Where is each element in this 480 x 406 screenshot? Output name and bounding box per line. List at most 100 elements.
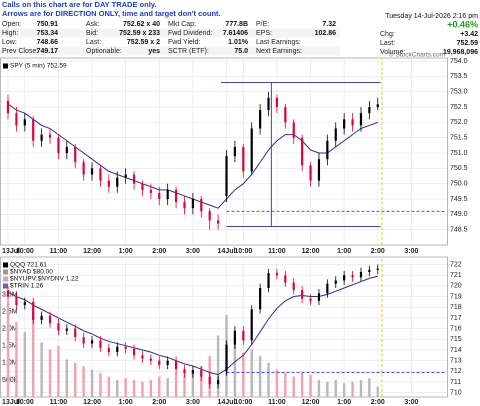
quote-value: 19,968,096: [443, 49, 478, 56]
volume-bar: [124, 378, 127, 397]
quote-label: Mkt Cap:: [168, 21, 196, 28]
candle-body: [309, 298, 312, 301]
quote-label: Low:: [2, 39, 17, 46]
volume-bar: [40, 342, 43, 397]
y-tick-label: 752.0: [450, 119, 468, 126]
note: Calls on this chart are for DAY TRADE on…: [2, 0, 156, 9]
candle-body: [376, 104, 379, 108]
candle-body: [267, 97, 270, 111]
y-tick-label: 748.5: [450, 227, 468, 234]
y-tick-label: 751.5: [450, 135, 468, 142]
candle-body: [368, 107, 371, 114]
quote-value: 752.62 x 40: [123, 21, 160, 28]
x-tick-label: 13Jul: [2, 248, 20, 255]
volume-bar: [74, 362, 77, 397]
volume-bar: [141, 381, 144, 397]
y-tick-label: 750.5: [450, 165, 468, 172]
legend-label: $TRIN 1.26: [10, 283, 44, 290]
candle-body: [141, 183, 144, 190]
y-tick-label: 721: [450, 272, 462, 279]
x-tick-label: 13Jul: [2, 399, 20, 406]
legend-swatch: [3, 63, 8, 69]
candle-body: [32, 301, 35, 321]
volume-bar: [317, 379, 321, 397]
candle-body: [65, 146, 68, 154]
x-tick-label: 11:00: [50, 399, 68, 406]
volume-bar: [200, 366, 203, 397]
candle-body: [191, 370, 194, 374]
y-tick-label: 719: [450, 293, 462, 300]
quote-value: 7.32: [322, 21, 336, 28]
quote-label: Open:: [2, 21, 21, 28]
candle-body: [74, 328, 77, 338]
volume-bar: [326, 381, 329, 397]
candle-body: [250, 309, 253, 341]
quote-value: 75.0: [234, 48, 248, 55]
quote-label: Last:: [86, 39, 101, 46]
candle-body: [292, 122, 295, 138]
volume-bar: [32, 311, 35, 397]
y-tick-label: 749.0: [450, 211, 468, 218]
x-tick-label: 1:00: [337, 248, 351, 255]
quote-value: 7.61406: [223, 30, 248, 37]
candle-body: [233, 146, 237, 157]
candle-body: [32, 119, 35, 141]
quote-label: Bid:: [86, 30, 98, 37]
volume-bar: [158, 376, 161, 397]
candle-body: [359, 113, 363, 126]
x-tick-label: 3:00: [404, 248, 418, 255]
volume-bar: [15, 321, 18, 397]
volume-bar: [23, 332, 27, 397]
y-tick-label: 715: [450, 336, 462, 343]
candle-body: [334, 128, 337, 141]
candle-body: [216, 220, 220, 224]
legend-label: QQQ 721.61: [10, 262, 47, 269]
volume-bar: [250, 349, 253, 397]
x-tick-label: 3:00: [186, 248, 200, 255]
quote-label: Fwd Dividend:: [168, 30, 212, 37]
volume-bar: [183, 374, 186, 397]
x-tick-label: 3:00: [404, 399, 418, 406]
candle-body: [317, 159, 321, 181]
quote-row: [0, 19, 340, 29]
candle-body: [259, 110, 262, 129]
candle-body: [107, 180, 110, 187]
x-tick-label: 14Jul: [218, 248, 236, 255]
volume-bar: [359, 379, 363, 397]
candle-body: [317, 293, 321, 301]
candle-body: [132, 174, 136, 184]
volume-bar: [6, 301, 10, 397]
candle-body: [57, 137, 60, 154]
y2-tick-label: 1.5M: [2, 343, 18, 350]
legend-swatch: [3, 269, 8, 275]
quote-value: 750.91: [37, 21, 59, 28]
y2-tick-label: 1.0M: [2, 360, 18, 367]
volume-bar: [107, 376, 111, 397]
candle-body: [149, 358, 152, 361]
candle-body: [124, 174, 127, 178]
candle-body: [183, 369, 186, 374]
volume-bar: [309, 374, 312, 397]
candle-body: [216, 379, 220, 385]
y2-tick-label: 500K: [2, 377, 19, 384]
candle-body: [90, 168, 94, 175]
volume-bar: [174, 373, 178, 397]
candle-body: [183, 202, 186, 209]
quote-value: 102.86: [315, 30, 337, 37]
candle-body: [326, 140, 329, 160]
candle-body: [200, 370, 203, 377]
candle-body: [208, 211, 211, 221]
candle-body: [242, 330, 245, 341]
candle-body: [250, 128, 253, 172]
volume-bar: [149, 379, 153, 397]
candle-body: [166, 189, 169, 200]
quote-row: [0, 28, 340, 38]
candle-body: [174, 189, 178, 203]
y2-tick-label: 3.0M: [2, 291, 18, 298]
candle-body: [48, 134, 52, 138]
volume-bar: [57, 345, 60, 397]
legend-swatch: [3, 262, 8, 268]
x-tick-label: 11:00: [268, 399, 286, 406]
y-tick-label: 710: [450, 390, 462, 397]
candle-body: [23, 301, 26, 306]
